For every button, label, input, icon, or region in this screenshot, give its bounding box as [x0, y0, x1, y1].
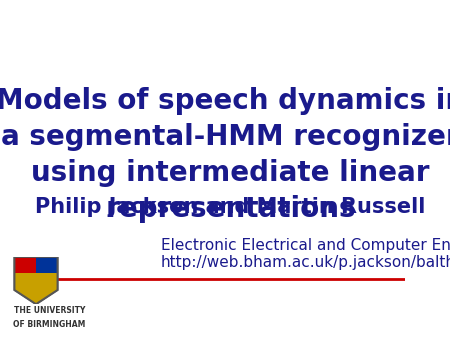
Text: http://web.bham.ac.uk/p.jackson/balthasar/: http://web.bham.ac.uk/p.jackson/balthasa…	[161, 255, 450, 270]
Polygon shape	[14, 257, 58, 304]
Text: THE UNIVERSITY: THE UNIVERSITY	[14, 307, 85, 315]
Polygon shape	[36, 257, 58, 273]
Text: OF BIRMINGHAM: OF BIRMINGHAM	[14, 320, 86, 329]
Text: Models of speech dynamics in
a segmental-HMM recognizer
using intermediate linea: Models of speech dynamics in a segmental…	[0, 88, 450, 222]
Text: Electronic Electrical and Computer Engineering: Electronic Electrical and Computer Engin…	[161, 238, 450, 254]
Text: Philip Jackson and Martin Russell: Philip Jackson and Martin Russell	[36, 197, 426, 217]
Polygon shape	[14, 257, 36, 273]
Polygon shape	[14, 273, 58, 304]
